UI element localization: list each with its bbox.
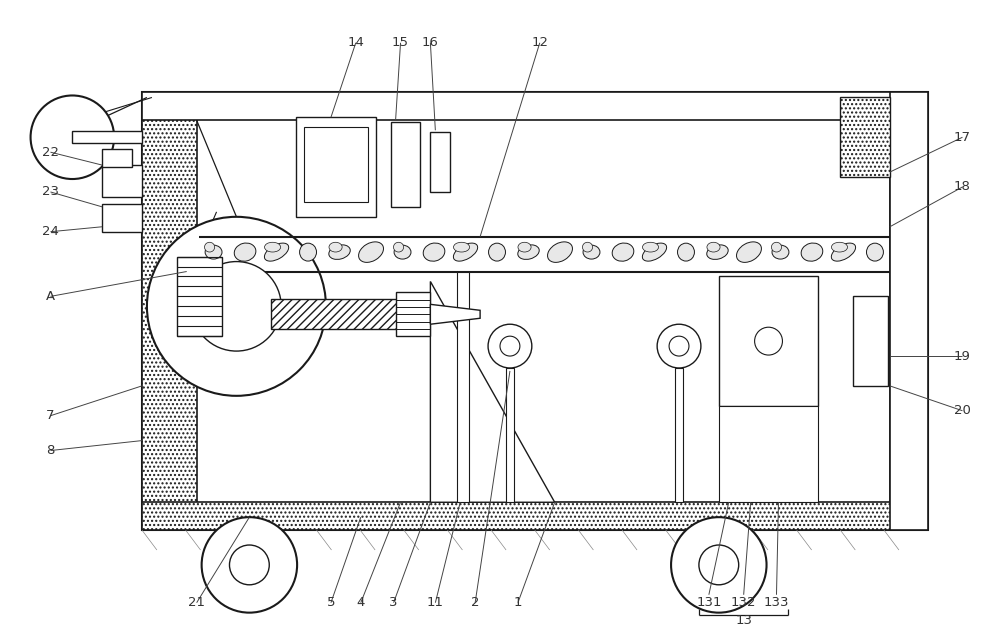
Bar (72, 131, 142, 143)
Ellipse shape (518, 242, 531, 252)
Circle shape (202, 517, 297, 613)
Ellipse shape (642, 242, 659, 252)
Ellipse shape (801, 243, 823, 261)
Bar (142, 92, 928, 121)
Bar (142, 92, 928, 530)
Ellipse shape (453, 242, 470, 252)
Circle shape (31, 95, 114, 179)
Polygon shape (430, 281, 555, 502)
Bar (304, 127, 368, 202)
Bar (391, 122, 420, 207)
Polygon shape (430, 305, 480, 324)
Text: 12: 12 (531, 36, 548, 49)
Ellipse shape (518, 245, 539, 259)
Text: 20: 20 (954, 404, 971, 417)
Ellipse shape (831, 242, 848, 252)
Text: 1: 1 (514, 596, 522, 609)
Bar (675, 368, 683, 502)
Text: 5: 5 (327, 596, 335, 609)
Bar (142, 92, 197, 530)
Bar (102, 204, 142, 232)
Ellipse shape (548, 242, 572, 263)
Ellipse shape (329, 245, 350, 259)
Text: 23: 23 (42, 185, 59, 198)
Ellipse shape (642, 243, 667, 261)
Ellipse shape (612, 243, 634, 261)
Ellipse shape (489, 243, 505, 261)
Ellipse shape (264, 243, 289, 261)
Bar (102, 149, 132, 167)
Ellipse shape (707, 242, 720, 252)
Bar (396, 293, 430, 336)
Text: 14: 14 (347, 36, 364, 49)
Text: 11: 11 (427, 596, 444, 609)
Ellipse shape (265, 242, 281, 252)
Text: 2: 2 (471, 596, 479, 609)
Bar (430, 133, 450, 192)
Bar (457, 271, 469, 502)
Text: 131: 131 (696, 596, 722, 609)
Circle shape (229, 545, 269, 585)
Text: 132: 132 (731, 596, 756, 609)
Text: 19: 19 (954, 350, 971, 362)
Ellipse shape (678, 243, 694, 261)
Ellipse shape (831, 243, 856, 261)
Ellipse shape (393, 242, 404, 252)
Text: 133: 133 (764, 596, 789, 609)
Ellipse shape (394, 245, 411, 259)
Bar (506, 368, 514, 502)
Circle shape (488, 324, 532, 368)
Bar (853, 296, 888, 386)
Text: 16: 16 (422, 36, 439, 49)
Text: A: A (46, 290, 55, 303)
Circle shape (500, 336, 520, 356)
Ellipse shape (866, 243, 883, 261)
Bar (719, 276, 818, 406)
Ellipse shape (423, 243, 445, 261)
Ellipse shape (205, 242, 215, 252)
Text: 8: 8 (46, 444, 55, 457)
Ellipse shape (453, 243, 478, 261)
Ellipse shape (300, 243, 317, 261)
Text: 15: 15 (392, 36, 409, 49)
Text: 17: 17 (954, 131, 971, 144)
Circle shape (669, 336, 689, 356)
Ellipse shape (234, 243, 256, 261)
Ellipse shape (707, 245, 728, 259)
Ellipse shape (582, 242, 593, 252)
Bar (890, 92, 928, 530)
Circle shape (671, 517, 767, 613)
Bar (699, 530, 739, 550)
Text: 24: 24 (42, 225, 59, 238)
Bar (890, 92, 928, 530)
Circle shape (192, 262, 281, 351)
Bar (142, 502, 928, 530)
Ellipse shape (737, 242, 761, 263)
Bar (719, 406, 818, 502)
Bar (271, 300, 410, 329)
Text: 3: 3 (389, 596, 398, 609)
Circle shape (755, 327, 782, 355)
Circle shape (657, 324, 701, 368)
Text: 21: 21 (188, 596, 205, 609)
Ellipse shape (329, 242, 342, 252)
Bar (102, 165, 142, 197)
Text: 18: 18 (954, 180, 971, 193)
Text: 22: 22 (42, 146, 59, 159)
Ellipse shape (583, 245, 600, 259)
Circle shape (699, 545, 739, 585)
Bar (296, 117, 376, 217)
Bar (229, 530, 269, 550)
Circle shape (147, 217, 326, 396)
Text: 7: 7 (46, 409, 55, 422)
Bar (177, 257, 222, 336)
Bar (840, 97, 890, 177)
Ellipse shape (359, 242, 383, 263)
Ellipse shape (205, 245, 222, 259)
Ellipse shape (772, 245, 789, 259)
Text: 4: 4 (357, 596, 365, 609)
Text: 13: 13 (735, 614, 752, 627)
Ellipse shape (771, 242, 782, 252)
